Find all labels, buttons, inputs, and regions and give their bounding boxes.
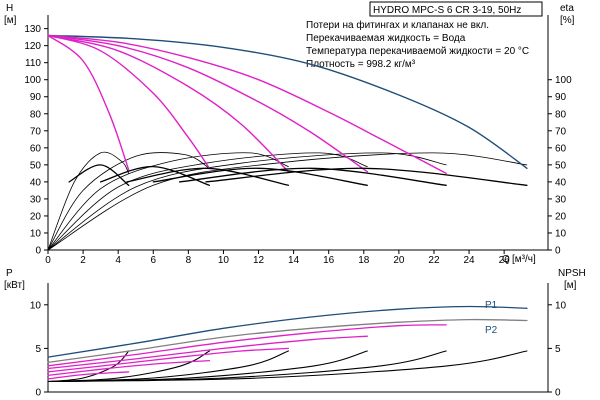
power-curve — [47, 335, 368, 370]
y-right-label-top: eta — [560, 3, 574, 14]
axis-ticks: 0102030405060708090100110120130010203040… — [24, 24, 572, 398]
x-tick-label: 12 — [253, 255, 265, 266]
y-right-tick-label: 20 — [555, 211, 567, 222]
y-right-unit-bottom: [м] — [564, 280, 577, 291]
annotation-3: Температура перекачиваемой жидкости = 20… — [306, 46, 529, 57]
annotation-4: Плотность = 998.2 кг/м³ — [306, 59, 416, 70]
y-left-tick-label: 40 — [30, 177, 42, 188]
bottom-y-right-tick-label: 0 — [555, 388, 561, 399]
x-tick-label: 14 — [288, 255, 300, 266]
bottom-y-right-tick-label: 5 — [555, 344, 561, 355]
y-left-tick-label: 50 — [30, 160, 42, 171]
y-left-tick-label: 120 — [24, 41, 41, 52]
chart-title: HYDRO MPC-S 6 CR 3-19, 50Hz — [373, 5, 521, 16]
x-tick-label: 24 — [463, 255, 475, 266]
x-tick-label: 16 — [323, 255, 335, 266]
x-tick-label: 6 — [150, 255, 156, 266]
y-left-label-top: H — [6, 3, 13, 14]
y-left-tick-label: 10 — [30, 228, 42, 239]
power-curve — [47, 324, 447, 367]
annotation-2: Перекачиваемая жидкость = Вода — [306, 33, 466, 44]
bottom-y-left-tick-label: 5 — [35, 344, 41, 355]
y-left-label-bottom: P — [6, 268, 13, 279]
x-tick-label: 10 — [218, 255, 230, 266]
duty-curve — [178, 167, 447, 186]
y-left-tick-label: 80 — [30, 109, 42, 120]
duty-curve — [205, 167, 528, 186]
npsh-curve — [47, 350, 528, 383]
eta-curve — [47, 151, 130, 251]
bottom-plot-frame — [47, 283, 549, 393]
y-right-tick-label: 10 — [555, 228, 567, 239]
y-right-tick-label: 60 — [555, 143, 567, 154]
x-tick-label: 4 — [115, 255, 121, 266]
y-right-tick-label: 50 — [555, 160, 567, 171]
y-left-unit-bottom: [кВт] — [4, 280, 25, 291]
y-right-unit-top: [%] — [560, 15, 575, 26]
head-curve — [47, 34, 290, 173]
y-left-tick-label: 110 — [25, 58, 41, 69]
power-curve — [47, 371, 130, 380]
top-plot-frame — [47, 15, 549, 251]
head-curve — [47, 34, 130, 171]
bottom-y-right-tick-label: 10 — [555, 300, 567, 311]
y-left-tick-label: 70 — [30, 126, 42, 137]
y-right-tick-label: 100 — [555, 75, 572, 86]
y-left-tick-label: 60 — [30, 143, 42, 154]
duty-curve — [126, 167, 290, 186]
y-left-unit-top: [м] — [4, 15, 17, 26]
y-left-tick-label: 0 — [35, 246, 41, 257]
bottom-y-left-tick-label: 0 — [35, 388, 41, 399]
bottom-y-left-tick-label: 10 — [30, 300, 42, 311]
y-right-tick-label: 30 — [555, 194, 567, 205]
duty-curve — [68, 164, 130, 186]
y-left-tick-label: 130 — [24, 24, 41, 35]
duty-curve — [152, 167, 368, 186]
head-curve — [47, 34, 447, 175]
x-tick-label: 20 — [393, 255, 405, 266]
power-curve — [47, 318, 528, 364]
power-curve — [47, 305, 528, 358]
y-left-tick-label: 90 — [30, 92, 42, 103]
head-curve — [47, 34, 211, 169]
y-right-label-bottom: NPSH — [558, 268, 586, 279]
head-curve — [47, 34, 528, 169]
y-left-tick-label: 20 — [30, 211, 42, 222]
y-left-tick-label: 30 — [30, 194, 42, 205]
x-tick-label: 26 — [499, 255, 511, 266]
legend-p1: P1 — [485, 300, 498, 311]
title-box — [369, 1, 543, 17]
bottom-curves — [47, 305, 528, 383]
annotation-1: Потери на фитингах и клапанах не вкл. — [306, 19, 489, 31]
x-tick-label: 18 — [358, 255, 370, 266]
x-axis-unit: [м³/ч] — [512, 254, 536, 265]
eta-curve — [47, 152, 289, 251]
head-curve — [47, 34, 368, 173]
y-left-tick-label: 100 — [24, 75, 41, 86]
top-curves — [47, 34, 528, 251]
legend-p2: P2 — [485, 325, 498, 336]
power-curve — [47, 347, 290, 373]
x-tick-label: 0 — [45, 255, 51, 266]
y-right-tick-label: 0 — [555, 246, 561, 257]
x-tick-label: 8 — [186, 255, 192, 266]
eta-curve — [47, 152, 210, 251]
x-tick-label: 2 — [80, 255, 86, 266]
power-curve — [47, 359, 211, 377]
x-axis-label: Q — [502, 254, 510, 265]
y-right-tick-label: 90 — [555, 92, 567, 103]
x-tick-label: 22 — [428, 255, 440, 266]
y-right-tick-label: 80 — [555, 109, 567, 120]
y-right-tick-label: 40 — [555, 177, 567, 188]
eta-curve — [47, 152, 528, 251]
y-right-tick-label: 70 — [555, 126, 567, 137]
